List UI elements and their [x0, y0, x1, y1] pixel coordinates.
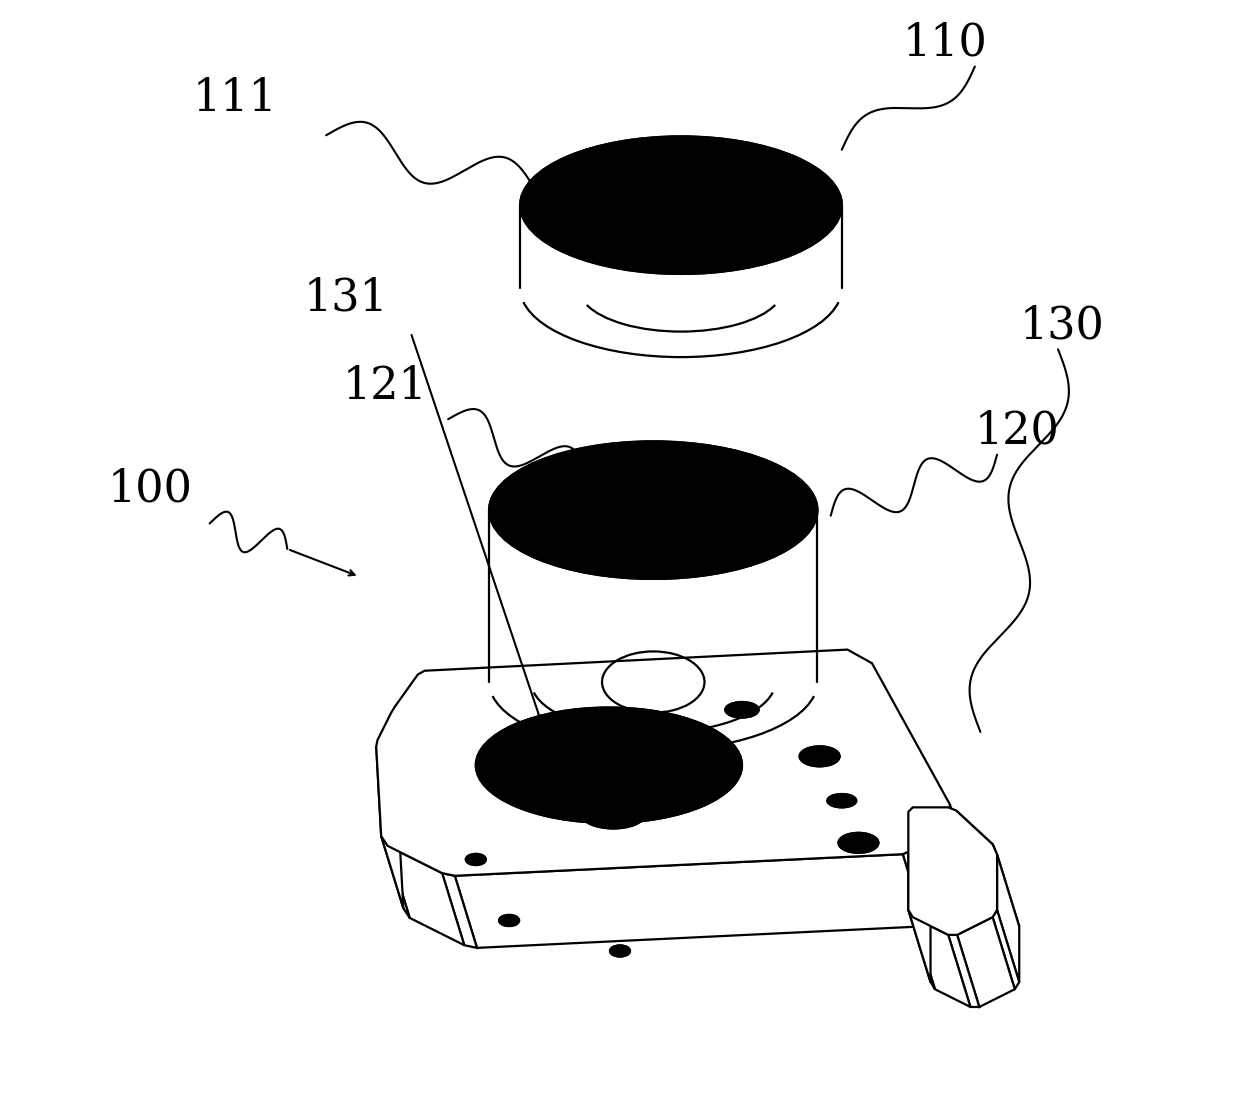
Text: 121: 121 [342, 365, 428, 408]
Polygon shape [957, 917, 1014, 1007]
Ellipse shape [827, 794, 856, 807]
Ellipse shape [725, 702, 759, 718]
Text: 131: 131 [304, 276, 388, 319]
Polygon shape [913, 917, 971, 1007]
Polygon shape [909, 807, 997, 935]
Ellipse shape [583, 802, 645, 828]
Ellipse shape [500, 915, 520, 926]
Ellipse shape [800, 746, 839, 766]
Ellipse shape [521, 136, 842, 274]
Polygon shape [913, 814, 971, 922]
Polygon shape [993, 844, 1019, 926]
Text: 110: 110 [903, 21, 988, 64]
Polygon shape [388, 846, 464, 945]
Ellipse shape [489, 441, 817, 579]
Ellipse shape [510, 723, 709, 807]
Polygon shape [997, 854, 1019, 983]
Polygon shape [376, 746, 403, 908]
Ellipse shape [838, 833, 878, 853]
Polygon shape [376, 650, 950, 876]
Ellipse shape [466, 854, 486, 865]
Polygon shape [903, 849, 935, 926]
Ellipse shape [531, 459, 775, 561]
Text: 100: 100 [108, 467, 192, 510]
Polygon shape [993, 910, 1019, 989]
Polygon shape [909, 910, 935, 989]
Ellipse shape [610, 945, 630, 956]
Polygon shape [909, 812, 930, 983]
Ellipse shape [579, 162, 782, 248]
Polygon shape [949, 805, 972, 886]
Ellipse shape [476, 708, 742, 823]
Text: 130: 130 [1019, 304, 1104, 347]
Polygon shape [949, 935, 980, 1007]
Polygon shape [455, 854, 925, 948]
Polygon shape [443, 873, 477, 948]
Text: 120: 120 [975, 409, 1060, 452]
Polygon shape [381, 836, 409, 918]
Polygon shape [956, 811, 1014, 916]
Text: 111: 111 [193, 77, 278, 120]
